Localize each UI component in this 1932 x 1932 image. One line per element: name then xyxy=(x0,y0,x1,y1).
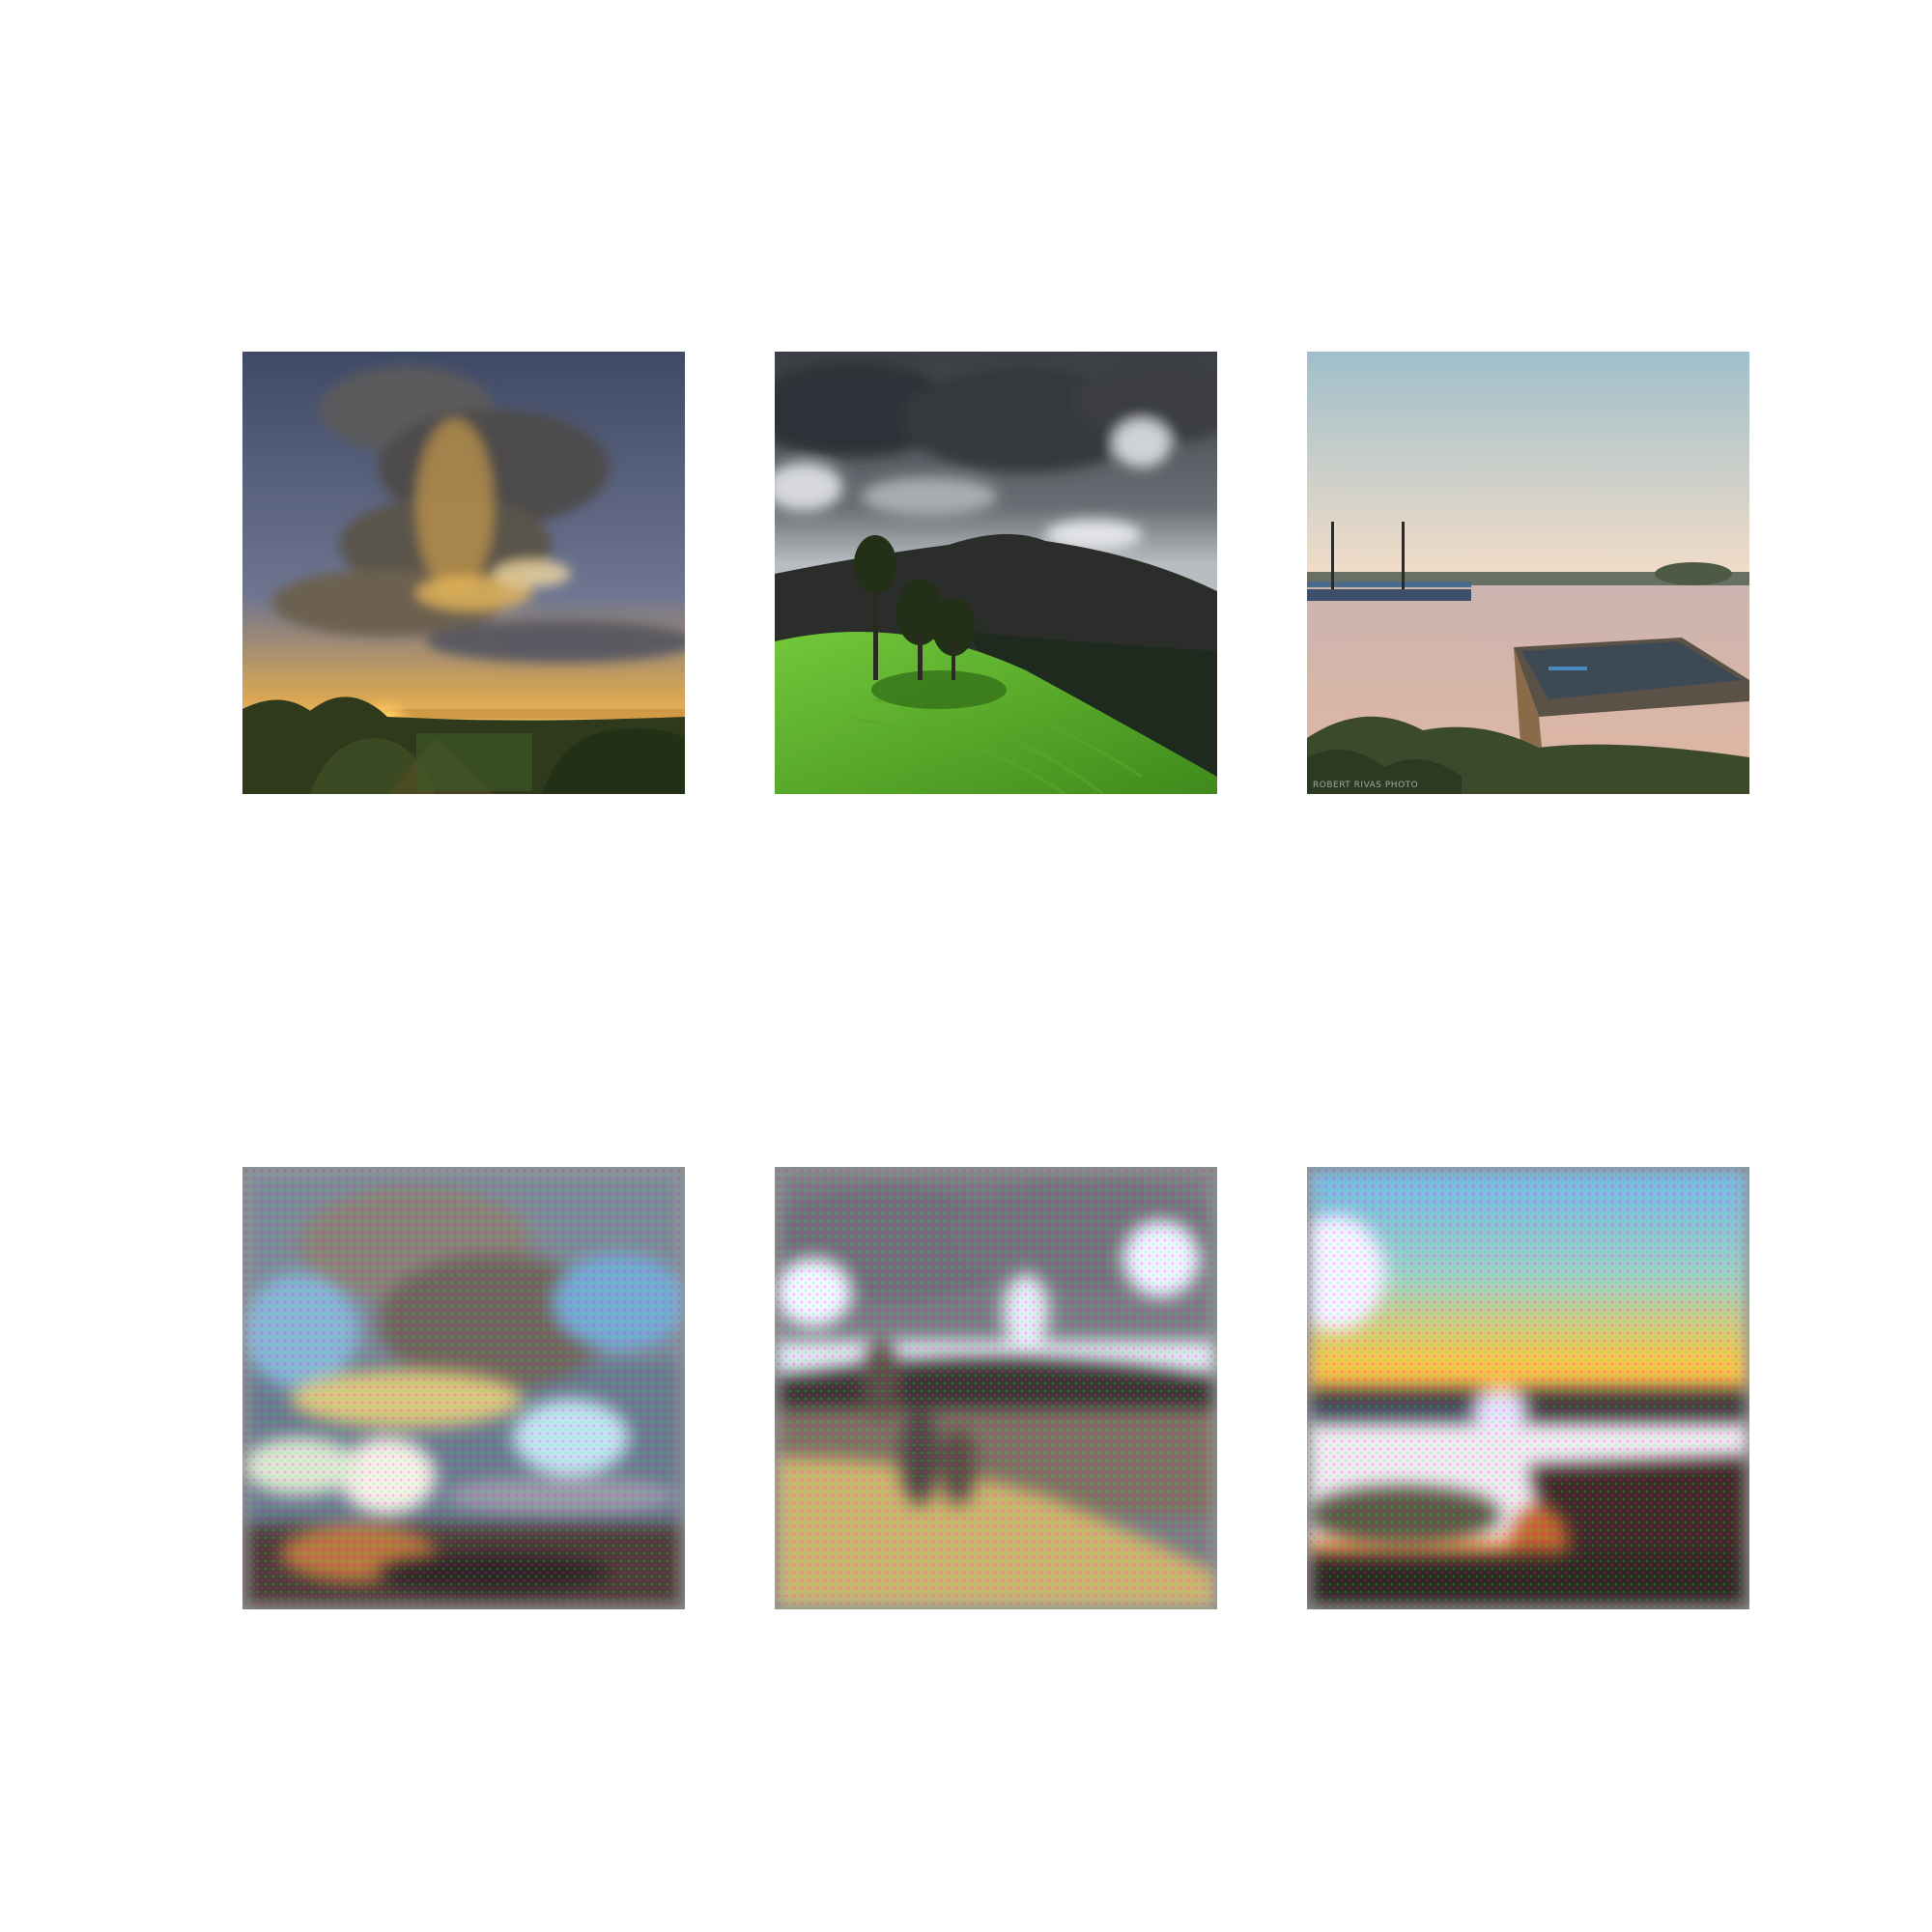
panel-original-hill xyxy=(775,352,1217,794)
watermark: ROBERT RIVAS PHOTO xyxy=(1313,781,1419,790)
boat xyxy=(1514,638,1749,757)
reconstruction-hill-image xyxy=(775,1167,1217,1609)
cloud-mass xyxy=(271,366,685,663)
dock xyxy=(1307,582,1471,587)
panel-reconstruction-sunset xyxy=(242,1167,685,1609)
trees xyxy=(854,535,975,680)
panel-reconstruction-lake xyxy=(1307,1167,1749,1609)
hill-image xyxy=(775,352,1217,794)
reconstruction-sunset-image xyxy=(242,1167,685,1609)
panel-reconstruction-hill xyxy=(775,1167,1217,1609)
panel-original-lake: ROBERT RIVAS PHOTO xyxy=(1307,352,1749,794)
lake-image xyxy=(1307,352,1749,794)
panel-original-sunset xyxy=(242,352,685,794)
sunset-image xyxy=(242,352,685,794)
storm-clouds xyxy=(775,356,1217,551)
reconstruction-lake-image xyxy=(1307,1167,1749,1609)
